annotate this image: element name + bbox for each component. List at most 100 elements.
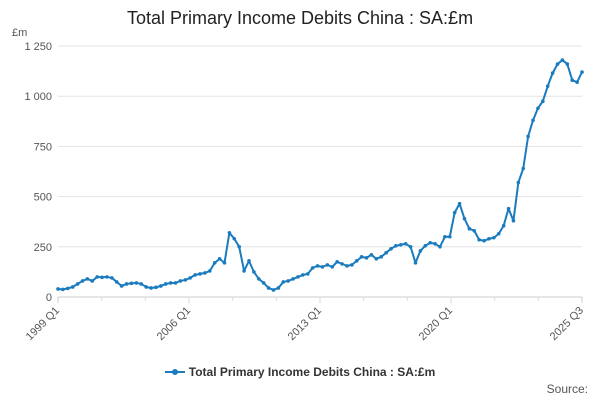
data-point [90, 279, 95, 283]
data-point [472, 228, 477, 233]
data-point [212, 261, 217, 265]
data-point [506, 206, 511, 211]
data-point [124, 282, 129, 286]
data-point [256, 277, 261, 281]
data-point [350, 263, 354, 267]
data-point [511, 218, 516, 223]
data-point [330, 265, 335, 269]
data-point [163, 282, 168, 286]
data-point [56, 287, 60, 291]
data-point [541, 99, 545, 104]
data-point [447, 234, 452, 239]
x-tick-label: 2020 Q1 [417, 305, 455, 343]
data-point [443, 234, 447, 239]
data-point [570, 78, 575, 82]
data-point [462, 216, 467, 221]
y-tick-label: 500 [34, 192, 52, 204]
data-point [403, 241, 408, 246]
data-point [188, 276, 193, 280]
x-tick-label: 1999 Q1 [24, 305, 62, 343]
data-point [105, 275, 109, 279]
data-point [183, 278, 188, 282]
legend-label: Total Primary Income Debits China : SA:£… [188, 365, 436, 379]
data-point [531, 118, 535, 123]
data-point [408, 245, 413, 249]
data-point [70, 285, 75, 289]
data-point [266, 286, 271, 290]
data-point [310, 266, 315, 270]
data-point [492, 235, 496, 240]
data-point [178, 279, 183, 283]
y-tick-label: 0 [46, 292, 52, 304]
data-point [477, 237, 481, 242]
data-point [501, 223, 506, 228]
source-label: Source: [546, 382, 588, 396]
data-point [359, 255, 364, 259]
data-point [399, 242, 403, 247]
data-point [428, 240, 432, 245]
data-point [85, 277, 90, 281]
data-point [144, 285, 148, 289]
data-point [65, 286, 70, 291]
data-point [340, 262, 344, 266]
data-point [413, 261, 418, 265]
data-point [482, 238, 486, 243]
data-point [565, 62, 570, 66]
data-point [467, 226, 472, 231]
data-point [550, 71, 555, 75]
data-point [80, 279, 85, 283]
data-point [95, 275, 99, 279]
data-point [369, 253, 374, 257]
data-point [438, 245, 442, 249]
data-point [487, 236, 491, 241]
data-point [154, 285, 158, 290]
data-point [217, 257, 222, 261]
data-point [149, 286, 153, 290]
x-tick-label: 2025 Q3 [548, 305, 586, 343]
data-point [433, 241, 437, 246]
data-point [354, 259, 359, 263]
data-point [208, 269, 212, 273]
data-point [276, 286, 281, 290]
data-point [335, 260, 339, 264]
data-point [379, 255, 384, 259]
gridlines [58, 45, 582, 298]
data-point [237, 245, 241, 249]
data-point [423, 244, 428, 248]
data-point [261, 281, 266, 285]
data-point [227, 230, 232, 235]
data-point [389, 247, 393, 251]
data-point [119, 284, 124, 288]
data-point [291, 277, 295, 281]
data-point [418, 249, 423, 253]
data-point [560, 58, 565, 62]
data-point [242, 269, 246, 273]
data-point [305, 272, 310, 276]
data-point [452, 210, 457, 215]
data-point [134, 281, 139, 285]
data-point [198, 272, 202, 276]
data-point [384, 251, 388, 255]
data-point [516, 180, 521, 185]
y-tick-label: 1 000 [24, 91, 52, 103]
data-point [173, 281, 178, 285]
data-point [364, 256, 369, 260]
y-tick-label: 250 [34, 242, 52, 254]
chart-title: Total Primary Income Debits China : SA:£… [126, 8, 474, 28]
data-point [580, 70, 584, 74]
y-axis-unit-label: £m [12, 27, 28, 39]
data-point [193, 273, 197, 277]
x-tick-label: 2013 Q1 [286, 305, 324, 343]
data-point [496, 231, 501, 236]
x-tick-label: 2006 Q1 [155, 305, 193, 343]
data-point [129, 281, 134, 286]
data-point [203, 271, 207, 275]
data-point [286, 279, 290, 283]
data-point [575, 80, 579, 84]
data-point [545, 84, 550, 88]
data-point [159, 284, 163, 288]
data-point [296, 275, 300, 279]
data-point [168, 281, 173, 285]
series-line [57, 59, 583, 291]
